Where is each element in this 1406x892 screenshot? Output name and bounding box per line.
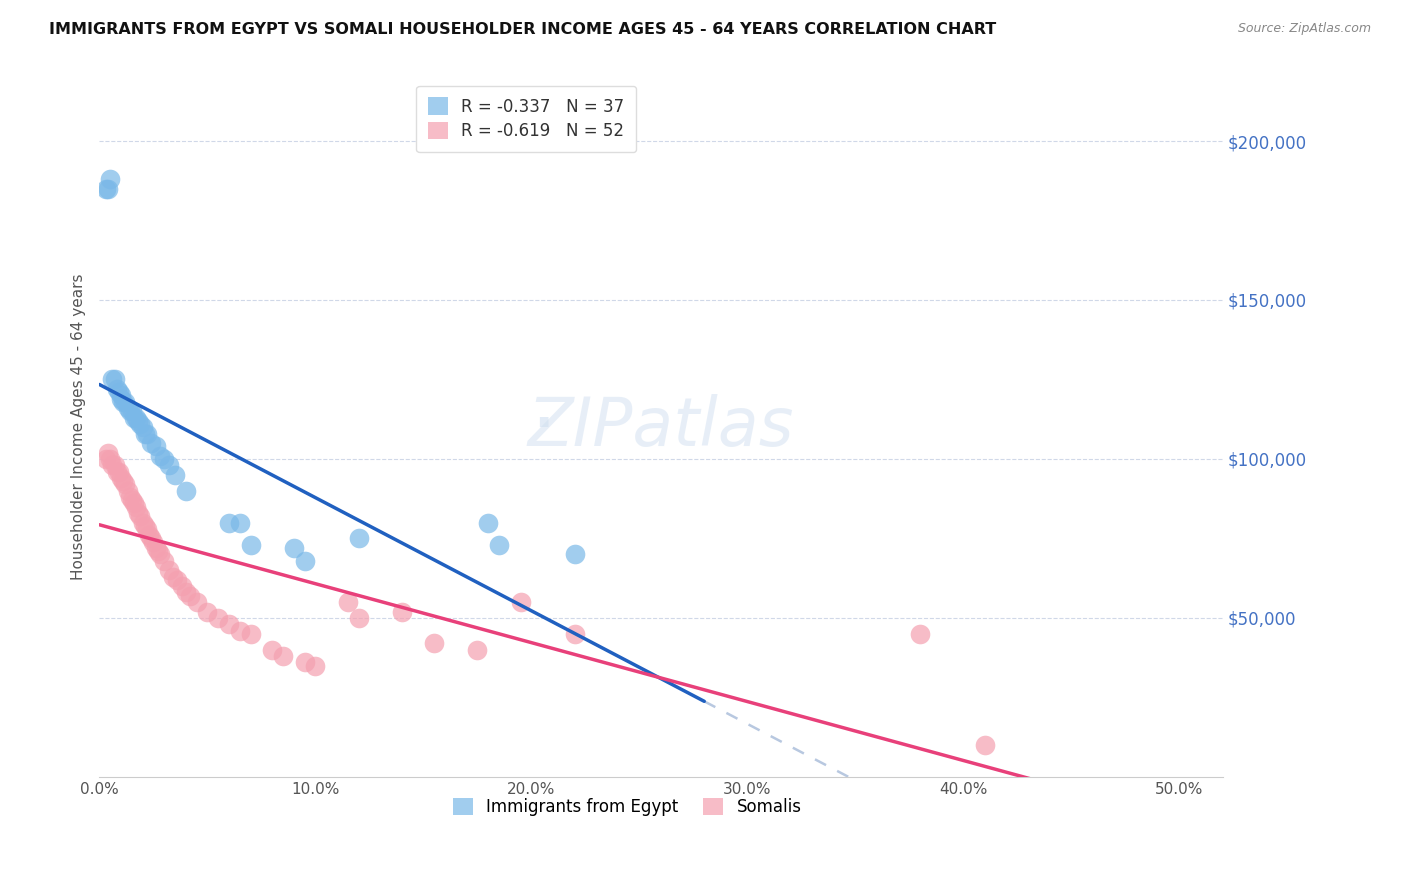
Point	[170, 579, 193, 593]
Point	[271, 648, 294, 663]
Point	[131, 516, 153, 530]
Point	[121, 404, 143, 418]
Point	[105, 465, 128, 479]
Point	[94, 182, 117, 196]
Point	[218, 617, 240, 632]
Point	[294, 656, 316, 670]
Point	[127, 506, 149, 520]
Point	[114, 394, 136, 409]
Y-axis label: Householder Income Ages 45 - 64 years: Householder Income Ages 45 - 64 years	[72, 274, 86, 581]
Point	[108, 465, 131, 479]
Point	[174, 483, 197, 498]
Point	[509, 595, 531, 609]
Point	[98, 452, 121, 467]
Point	[229, 516, 252, 530]
Point	[127, 414, 149, 428]
Point	[488, 538, 510, 552]
Point	[110, 388, 132, 402]
Point	[98, 172, 121, 186]
Point	[149, 449, 172, 463]
Point	[179, 589, 201, 603]
Point	[101, 458, 124, 473]
Point	[197, 605, 219, 619]
Point	[114, 477, 136, 491]
Point	[131, 420, 153, 434]
Point	[146, 544, 169, 558]
Point	[136, 522, 159, 536]
Text: IMMIGRANTS FROM EGYPT VS SOMALI HOUSEHOLDER INCOME AGES 45 - 64 YEARS CORRELATIO: IMMIGRANTS FROM EGYPT VS SOMALI HOUSEHOL…	[49, 22, 997, 37]
Point	[163, 467, 186, 482]
Point	[142, 534, 165, 549]
Point	[283, 541, 305, 555]
Point	[239, 538, 262, 552]
Point	[157, 563, 180, 577]
Point	[118, 490, 141, 504]
Text: ZIPatlas: ZIPatlas	[527, 394, 794, 460]
Point	[117, 401, 139, 415]
Point	[118, 404, 141, 418]
Point	[149, 547, 172, 561]
Point	[218, 516, 240, 530]
Point	[141, 532, 163, 546]
Point	[564, 547, 586, 561]
Point	[347, 611, 370, 625]
Point	[974, 738, 997, 752]
Point	[134, 426, 156, 441]
Point	[117, 483, 139, 498]
Point	[129, 417, 152, 431]
Point	[122, 410, 145, 425]
Point	[110, 392, 132, 406]
Point	[336, 595, 359, 609]
Point	[294, 554, 316, 568]
Point	[262, 642, 284, 657]
Point	[112, 474, 135, 488]
Point	[207, 611, 229, 625]
Point	[153, 554, 176, 568]
Point	[141, 436, 163, 450]
Point	[174, 585, 197, 599]
Point	[105, 382, 128, 396]
Point	[125, 500, 148, 514]
Point	[129, 509, 152, 524]
Point	[239, 627, 262, 641]
Point	[94, 452, 117, 467]
Point	[145, 439, 167, 453]
Point	[101, 372, 124, 386]
Point	[304, 658, 326, 673]
Point	[121, 493, 143, 508]
Point	[186, 595, 208, 609]
Point	[347, 532, 370, 546]
Point	[136, 426, 159, 441]
Point	[166, 573, 188, 587]
Point	[134, 518, 156, 533]
Point	[138, 528, 160, 542]
Point	[122, 496, 145, 510]
Point	[423, 636, 446, 650]
Point	[157, 458, 180, 473]
Point	[477, 516, 499, 530]
Point	[97, 182, 120, 196]
Text: Source: ZipAtlas.com: Source: ZipAtlas.com	[1237, 22, 1371, 36]
Point	[162, 569, 184, 583]
Point	[564, 627, 586, 641]
Text: ·: ·	[530, 386, 557, 467]
Point	[97, 445, 120, 459]
Point	[145, 541, 167, 555]
Point	[391, 605, 413, 619]
Point	[910, 627, 932, 641]
Point	[103, 372, 125, 386]
Point	[103, 458, 125, 473]
Point	[108, 385, 131, 400]
Point	[153, 452, 176, 467]
Legend: Immigrants from Egypt, Somalis: Immigrants from Egypt, Somalis	[444, 789, 810, 824]
Point	[110, 471, 132, 485]
Point	[229, 624, 252, 638]
Point	[467, 642, 489, 657]
Point	[112, 394, 135, 409]
Point	[125, 410, 148, 425]
